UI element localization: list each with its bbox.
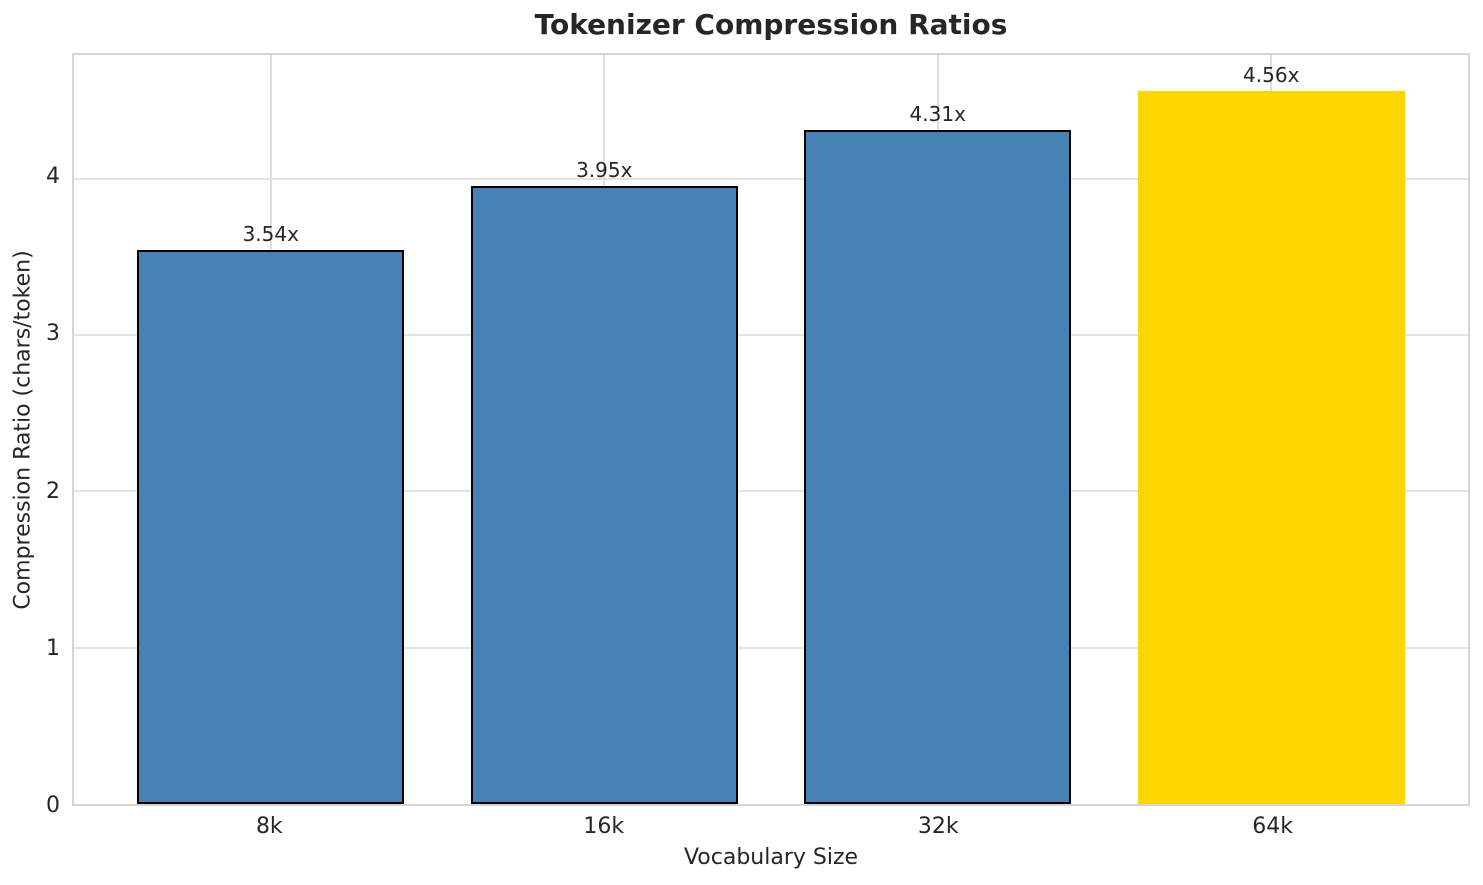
bar-value-label: 3.54x — [242, 222, 299, 247]
x-tick-label: 16k — [583, 814, 625, 839]
x-tick-label: 64k — [1252, 814, 1294, 839]
chart-title: Tokenizer Compression Ratios — [534, 8, 1008, 41]
bar-16k — [470, 186, 738, 804]
y-tick-label: 0 — [46, 793, 60, 818]
h-gridline — [74, 646, 1468, 649]
x-axis-label: Vocabulary Size — [683, 845, 859, 870]
bar-64k — [1137, 90, 1405, 804]
y-tick-label: 4 — [46, 164, 60, 190]
x-tick-label: 32k — [917, 814, 959, 839]
h-gridline — [74, 177, 1468, 180]
y-tick-label: 3 — [46, 321, 60, 347]
bar-8k — [137, 250, 405, 804]
bar-value-label: 3.95x — [576, 158, 633, 183]
plot-area: 3.54x 3.95x 4.31x 4.56x — [72, 53, 1470, 806]
bar-32k — [804, 130, 1072, 804]
bar-value-label: 4.31x — [909, 102, 966, 127]
y-tick-label: 2 — [46, 478, 60, 504]
y-tick-label: 1 — [46, 635, 60, 661]
y-axis-label: Compression Ratio (chars/token) — [10, 250, 36, 610]
bar-value-label: 4.56x — [1243, 62, 1300, 87]
h-gridline — [74, 333, 1468, 336]
x-tick-label: 8k — [255, 814, 283, 839]
h-gridline — [74, 490, 1468, 493]
